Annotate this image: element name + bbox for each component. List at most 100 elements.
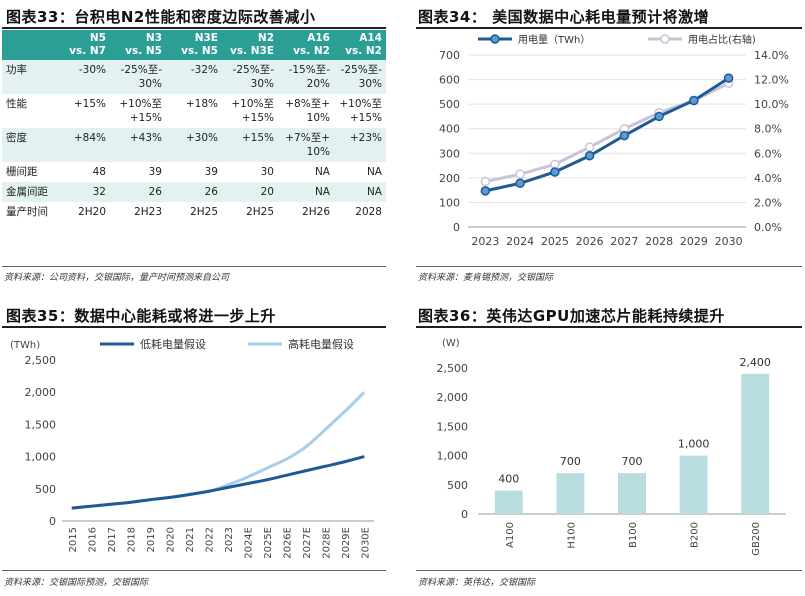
- data-point: [480, 176, 491, 187]
- source-note: 资料来源：麦肯锡预测，交银国际: [418, 273, 554, 283]
- x-tick-label: 2026: [576, 235, 604, 248]
- table-cell: +23%: [334, 128, 386, 162]
- divider: [416, 266, 802, 267]
- table-cell: 性能: [6, 98, 27, 110]
- table-cell: +7%至+10%: [278, 128, 334, 162]
- chart-35: (TWh) 0 500 1,000 1,500 2,000 2,500 2015 2016 201…: [10, 337, 374, 559]
- x-tick-label: 2030: [715, 235, 743, 248]
- y-tick-label: 300: [439, 147, 460, 160]
- x-tick-label: 2018: [126, 527, 137, 552]
- data-label: 2,400: [739, 356, 771, 369]
- y-tick-label: 2,500: [25, 354, 57, 367]
- table-cell: 密度: [2, 128, 54, 162]
- table-cell: 30: [260, 166, 274, 178]
- y-tick-label: 200: [439, 172, 460, 185]
- table-row: 栅间距 48 39 39 30 NA NA: [2, 162, 386, 182]
- data-point: [723, 73, 734, 83]
- legend-marker: [490, 34, 500, 44]
- x-tick-label: 2024E: [243, 527, 254, 559]
- x-tick-label: 2029: [680, 235, 708, 248]
- column-header: N2 vs. N3E: [222, 30, 278, 60]
- data-point: [515, 169, 525, 179]
- data-label: 1,000: [678, 438, 710, 451]
- unit-label: (W): [442, 338, 460, 349]
- unit-label: (TWh): [10, 340, 40, 351]
- table-cell: 2H25: [246, 206, 274, 218]
- y-tick-label: 700: [439, 49, 460, 62]
- table-cell: -30%: [54, 60, 110, 94]
- data-point: [584, 150, 595, 161]
- bar: [741, 373, 770, 514]
- series-line: [485, 76, 730, 193]
- y-tick-label: 2,000: [437, 391, 469, 404]
- table-header-row: N5 vs. N7 N3 vs. N5 N3E vs. N5 N2 vs. N3E A16 vs.…: [2, 30, 386, 60]
- y-tick-label: 500: [447, 479, 468, 492]
- table-title: 图表33：台积电N2性能和密度边际改善减小: [6, 8, 316, 26]
- chart-title: 图表36：英伟达GPU加速芯片能耗持续提升: [418, 307, 725, 325]
- x-tick-label: A100: [505, 522, 516, 548]
- bar: [679, 455, 708, 514]
- table-cell: 量产时间: [6, 206, 48, 218]
- x-tick-label: 2029E: [341, 527, 352, 559]
- table-cell: +15%: [222, 128, 278, 162]
- column-header-line: vs. N2: [345, 45, 382, 57]
- table-cell: 功率: [2, 60, 54, 94]
- divider: [416, 27, 802, 29]
- chart-34: 0 100 200 300 400 500 600 700 0.0% 2.0% 4.0% 6.0% 8.…: [439, 33, 789, 248]
- column-header-line: vs. N3E: [229, 45, 274, 57]
- column-header: A16 vs. N2: [278, 30, 334, 60]
- table-row: 性能 +15% +10%至+15% +18% +10%至+15% +8%至+10% +10%…: [2, 94, 386, 128]
- source-note: 资料来源：交银国际预测，交银国际: [4, 578, 149, 588]
- source-note: 资料来源：英伟达，交银国际: [418, 578, 536, 588]
- y-tick-label: 1,000: [25, 451, 57, 464]
- bar: [494, 490, 523, 514]
- table-cell: 栅间距: [6, 166, 38, 178]
- table-cell: 2028: [355, 206, 382, 218]
- table-row: 量产时间 2H20 2H23 2H25 2H25 2H26 2028: [2, 202, 386, 222]
- x-tick-label: 2027: [610, 235, 638, 248]
- bar: [556, 473, 585, 514]
- y-tick-label: 100: [439, 196, 460, 209]
- data-label: 700: [560, 455, 581, 468]
- data-point: [619, 130, 630, 141]
- divider: [416, 326, 802, 328]
- y-tick-label: 0: [49, 515, 56, 528]
- x-tick-label: 2020: [165, 527, 176, 552]
- data-point: [584, 142, 595, 152]
- x-tick-label: 2023: [471, 235, 499, 248]
- x-tick-label: 2017: [107, 527, 118, 552]
- column-header: [2, 30, 54, 60]
- x-tick-label: 2023: [224, 527, 235, 552]
- x-tick-label: 2025E: [263, 527, 274, 559]
- data-point: [550, 167, 560, 177]
- table-cell: 2H23: [134, 206, 162, 218]
- table-cell: -25%至-30%: [334, 60, 386, 94]
- data-label: 400: [498, 473, 519, 486]
- chart-title: 图表35：数据中心能耗或将进一步上升: [6, 307, 276, 325]
- y-tick-label: 500: [439, 98, 460, 111]
- y-tick-label: 1,500: [437, 420, 469, 433]
- y2-tick-label: 6.0%: [754, 147, 782, 160]
- series-line: [71, 455, 365, 510]
- x-tick-label: 2015: [68, 527, 79, 552]
- y-tick-label: 0: [461, 508, 468, 521]
- y2-tick-label: 8.0%: [754, 123, 782, 136]
- x-tick-label: B200: [690, 522, 701, 548]
- column-header-line: vs. N5: [181, 45, 218, 57]
- process-comparison-table: N5 vs. N7 N3 vs. N5 N3E vs. N5 N2 vs. N3E A16 vs.…: [2, 30, 386, 222]
- column-header-line: A14: [359, 32, 382, 44]
- table-cell: 26: [166, 182, 222, 202]
- table-cell: -25%至-30%: [222, 60, 278, 94]
- column-header: N5 vs. N7: [54, 30, 110, 60]
- column-header-line: N3E: [194, 32, 218, 44]
- table-row: 功率 -30% -25%至-30% -32% -25%至-30% -15%至-20% -25…: [2, 60, 386, 94]
- x-tick-label: 2016: [87, 527, 98, 552]
- legend-label: 用电占比(右轴): [688, 33, 756, 46]
- y-tick-label: 1,000: [437, 450, 469, 463]
- x-tick-label: 2022: [204, 527, 215, 552]
- legend-label: 低耗电量假设: [140, 337, 206, 351]
- y-tick-label: 2,000: [25, 386, 57, 399]
- data-label: 700: [622, 455, 643, 468]
- divider: [416, 570, 802, 571]
- x-tick-label: GB200: [751, 522, 762, 556]
